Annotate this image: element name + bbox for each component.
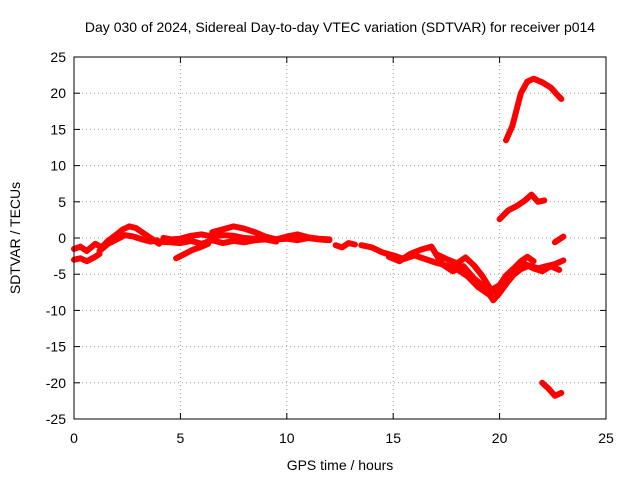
series-arc-13 [503,75,565,144]
y-tick-label: -5 [54,266,67,282]
y-tick-label: -25 [46,411,66,427]
y-tick-label: 10 [50,158,66,174]
x-tick-label: 10 [279,430,295,446]
data-series [71,75,567,399]
y-tick-label: -10 [46,302,66,318]
x-axis-label: GPS time / hours [287,457,394,473]
x-tick-label: 0 [70,430,78,446]
series-arc-10 [385,243,563,304]
axis-ticks: 0 5 10 15 20 25 -25 -20 -15 -10 -5 0 5 10 15 20 25 [46,49,614,446]
series-arc-14 [551,233,567,246]
x-tick-label: 20 [492,430,508,446]
series-arc-8 [332,240,358,251]
series-arc-3 [96,232,160,254]
y-tick-label: 20 [50,85,66,101]
series-arc-5 [156,236,280,247]
x-tick-label: 5 [177,430,185,446]
y-tick-label: 15 [50,121,66,137]
series-arc-6 [173,240,212,262]
series-arc-4 [160,231,333,244]
y-tick-label: 0 [58,230,66,246]
y-tick-label: 25 [50,49,66,65]
series-arc-7 [209,223,333,243]
x-tick-label: 15 [385,430,401,446]
x-tick-label: 25 [598,430,614,446]
y-tick-label: -20 [46,375,66,391]
series-arc-1 [71,223,163,254]
series-arc-12 [496,191,548,223]
series-arc-11 [432,250,537,294]
y-tick-label: 5 [58,194,66,210]
y-axis-label: SDTVAR / TECUs [7,182,23,294]
chart-title: Day 030 of 2024, Sidereal Day-to-day VTE… [85,19,595,35]
series-arc-15 [539,379,565,399]
series-arc-2 [71,250,103,265]
y-tick-label: -15 [46,339,66,355]
